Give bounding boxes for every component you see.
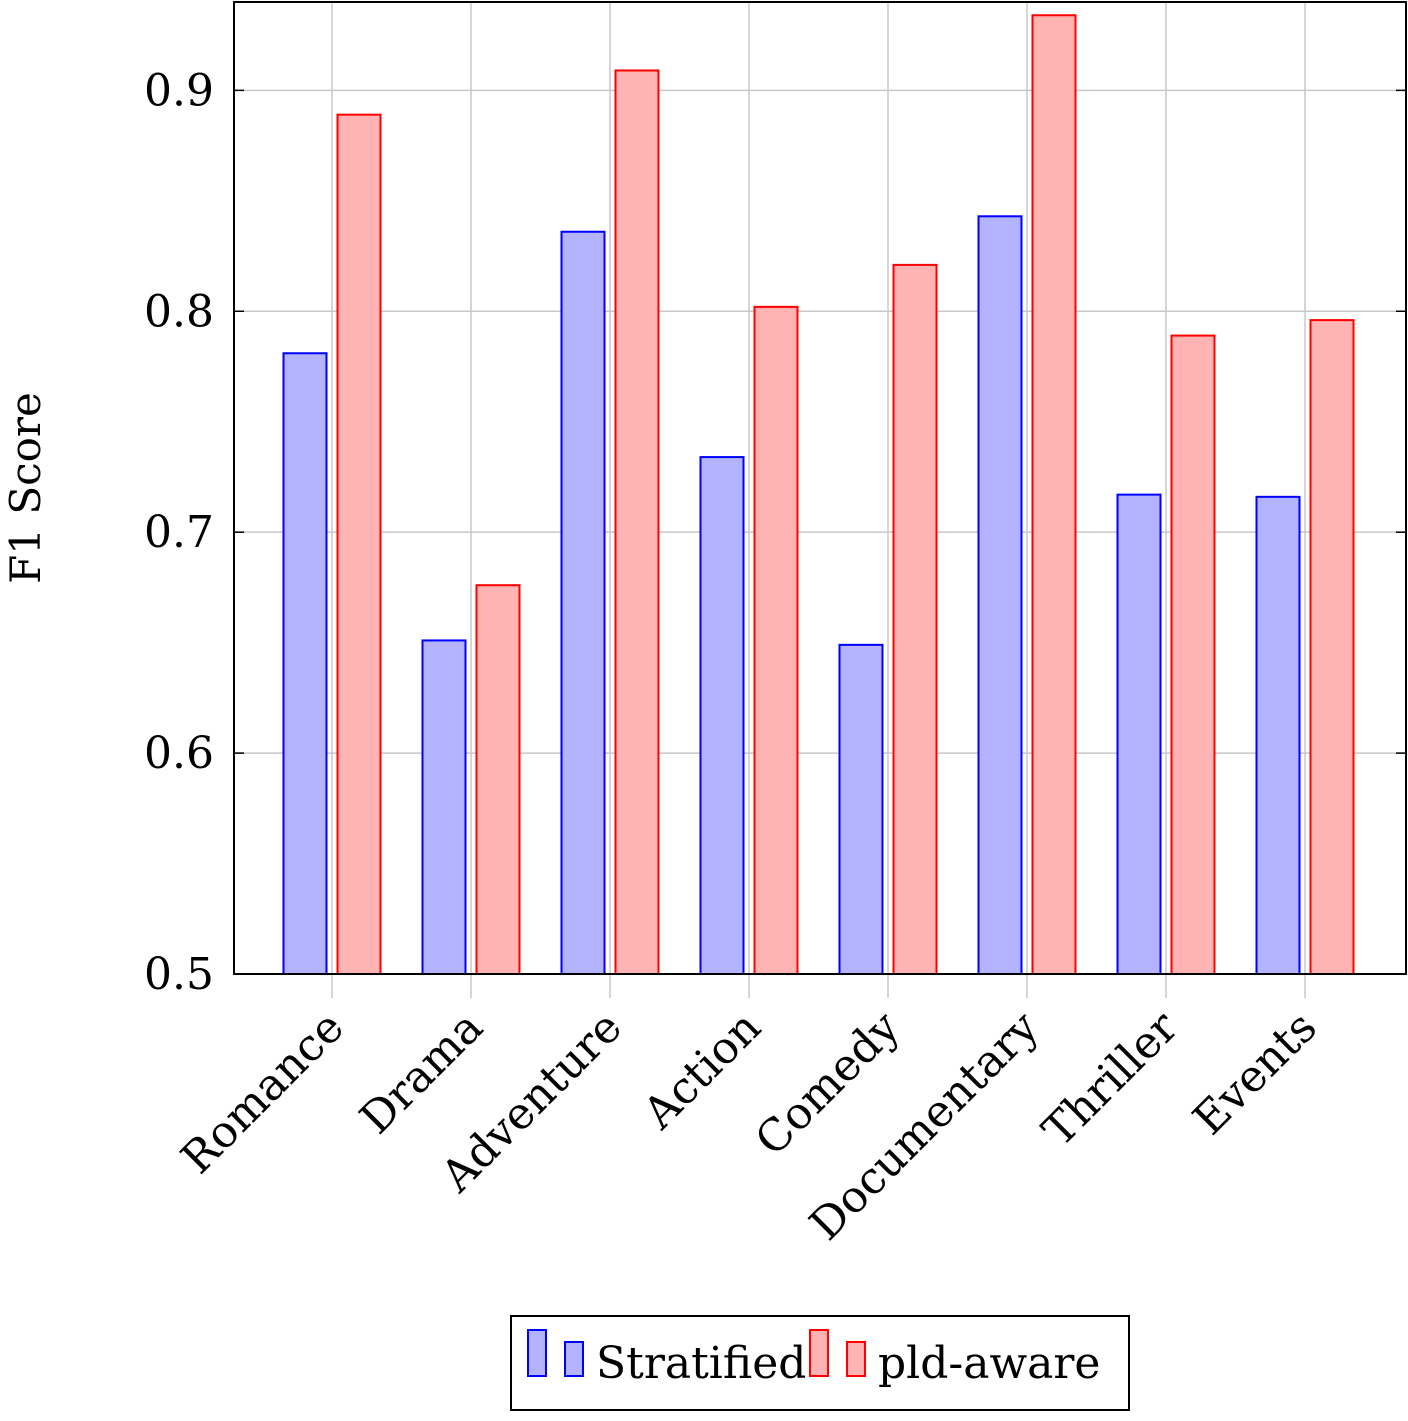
bar-stratified-romance [282, 352, 328, 975]
legend-swatch-pld-aware-b [846, 1341, 866, 1377]
bar-pld-aware-comedy [892, 263, 938, 975]
y-tick-label: 0.6 [144, 728, 214, 779]
y-axis-label: F1 Score [1, 392, 50, 584]
bar-pld-aware-drama [475, 584, 521, 975]
y-tick-label: 0.5 [144, 949, 214, 1000]
bars [282, 14, 1355, 976]
bar-stratified-action [699, 456, 745, 975]
bar-pld-aware-documentary [1031, 14, 1077, 976]
bar-stratified-documentary [977, 215, 1023, 976]
legend-swatch-stratified-b [564, 1341, 584, 1377]
bar-stratified-adventure [560, 230, 606, 975]
legend-swatch-stratified-a [527, 1329, 547, 1377]
x-tick-label-thriller: Thriller [1033, 1001, 1189, 1157]
bar-stratified-thriller [1116, 493, 1162, 975]
y-tick-label: 0.7 [144, 507, 214, 558]
grid [234, 2, 1406, 998]
x-tick-label-romance: Romance [172, 1002, 354, 1184]
bar-stratified-drama [421, 639, 467, 975]
plot-frame [233, 1, 1407, 975]
legend-label-pld-aware: pld-aware [878, 1338, 1100, 1389]
legend-swatch-pld-aware-a [809, 1329, 829, 1377]
x-tick-label-drama: Drama [350, 1002, 492, 1144]
bar-pld-aware-romance [336, 113, 382, 975]
x-tick-label-events: Events [1184, 1002, 1327, 1145]
bar-pld-aware-thriller [1170, 334, 1216, 975]
y-tick-label: 0.8 [144, 286, 214, 337]
bar-pld-aware-action [753, 305, 799, 975]
bar-stratified-events [1255, 495, 1301, 975]
bar-pld-aware-events [1309, 319, 1355, 976]
y-tick-label: 0.9 [144, 65, 214, 116]
bar-pld-aware-adventure [614, 69, 660, 976]
legend: Stratified pld-aware [510, 1315, 1130, 1411]
bar-stratified-comedy [838, 643, 884, 975]
x-tick-label-action: Action [633, 1002, 771, 1140]
legend-label-stratified: Stratified [596, 1338, 806, 1389]
